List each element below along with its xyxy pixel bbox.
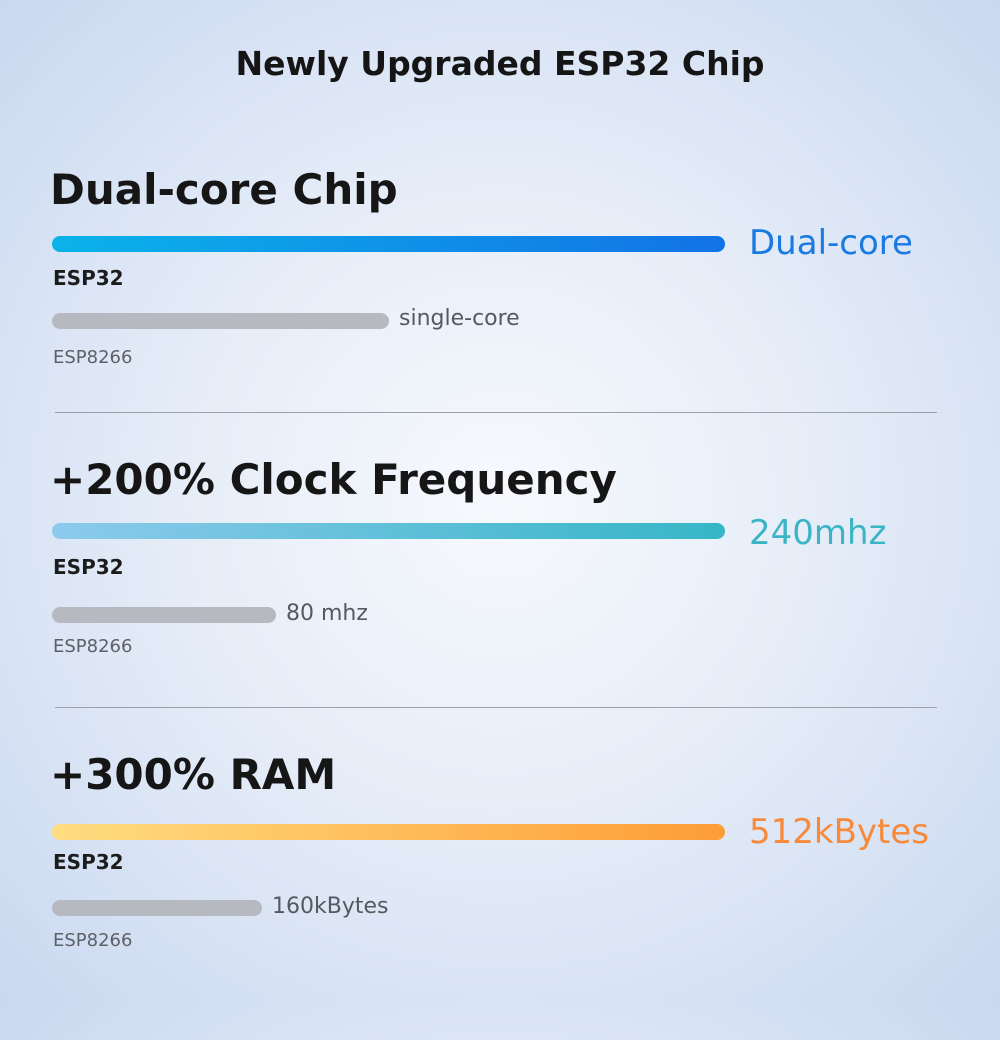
section-dual-core: Dual-core Chip Dual-core ESP32 single-co…	[0, 165, 1000, 455]
esp8266-label: ESP8266	[53, 930, 133, 951]
esp8266-value: 160kBytes	[272, 894, 389, 919]
esp32-value: 240mhz	[749, 513, 887, 553]
esp32-value: 512kBytes	[749, 812, 929, 852]
esp32-label: ESP32	[53, 266, 124, 290]
divider	[55, 707, 937, 708]
section-heading: +300% RAM	[50, 750, 337, 799]
esp8266-label: ESP8266	[53, 636, 133, 657]
esp8266-label: ESP8266	[53, 347, 133, 368]
esp32-label: ESP32	[53, 850, 124, 874]
section-heading: Dual-core Chip	[50, 165, 398, 214]
esp8266-value: 80 mhz	[286, 601, 368, 626]
esp8266-value: single-core	[399, 306, 520, 331]
section-heading: +200% Clock Frequency	[50, 455, 617, 504]
esp8266-bar	[52, 607, 276, 623]
section-clock-frequency: +200% Clock Frequency 240mhz ESP32 80 mh…	[0, 455, 1000, 745]
esp32-label: ESP32	[53, 555, 124, 579]
esp32-bar	[52, 523, 725, 539]
esp32-value: Dual-core	[749, 223, 913, 263]
esp32-bar	[52, 824, 725, 840]
esp32-bar	[52, 236, 725, 252]
esp8266-bar	[52, 313, 389, 329]
esp8266-bar	[52, 900, 262, 916]
section-ram: +300% RAM 512kBytes ESP32 160kBytes ESP8…	[0, 750, 1000, 1040]
page-title: Newly Upgraded ESP32 Chip	[235, 44, 765, 83]
divider	[55, 412, 937, 413]
